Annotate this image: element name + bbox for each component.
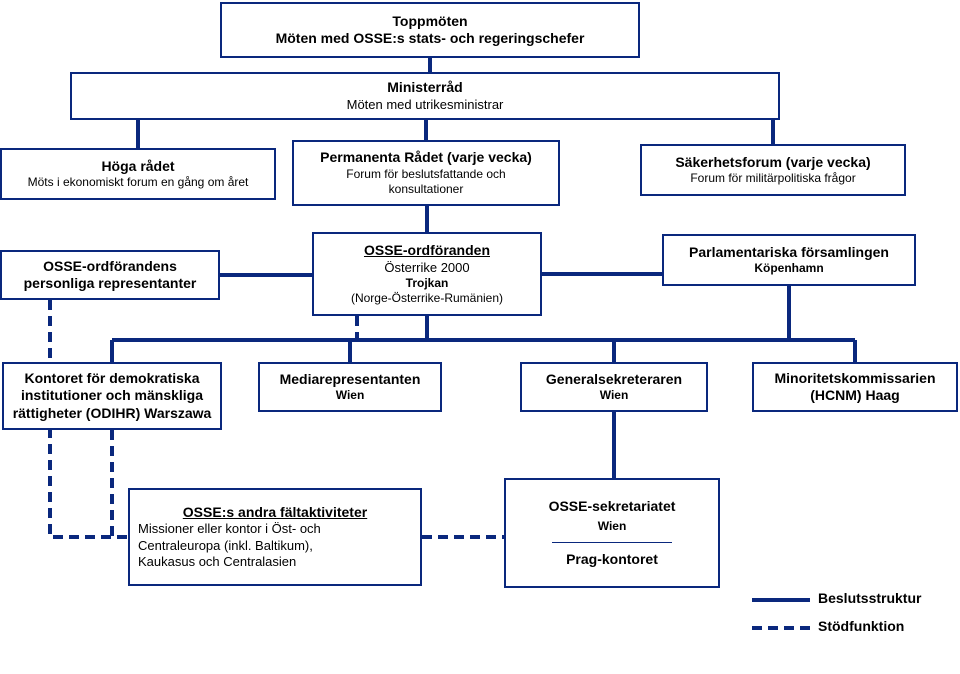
- media-sub: Wien: [336, 388, 365, 403]
- odihr-l3: rättigheter (ODIHR) Warszawa: [13, 405, 212, 423]
- hograd-box: Höga rådet Möts i ekonomiskt forum en gå…: [0, 148, 276, 200]
- ordpers-l2: personliga representanter: [24, 275, 197, 293]
- sekr-title: OSSE-sekretariatet: [549, 498, 676, 516]
- permrad-sub2: konsultationer: [389, 182, 464, 197]
- legend-solid-line: [752, 598, 810, 602]
- hograd-sub: Möts i ekonomiskt forum en gång om året: [28, 175, 249, 190]
- toppmoten-title: Toppmöten: [392, 13, 467, 31]
- hograd-title: Höga rådet: [101, 158, 174, 176]
- media-title: Mediarepresentanten: [280, 371, 421, 389]
- sekr-box: OSSE-sekretariatet Wien Prag-kontoret: [504, 478, 720, 588]
- media-box: Mediarepresentanten Wien: [258, 362, 442, 412]
- falt-l4: Kaukasus och Centralasien: [138, 554, 296, 570]
- legend-solid-label: Beslutsstruktur: [818, 590, 921, 606]
- falt-l2: Missioner eller kontor i Öst- och: [138, 521, 321, 537]
- legend-dashed-label: Stödfunktion: [818, 618, 904, 634]
- parl-box: Parlamentariska församlingen Köpenhamn: [662, 234, 916, 286]
- ministerrad-sub: Möten med utrikesministrar: [347, 97, 504, 113]
- toppmoten-sub: Möten med OSSE:s stats- och regeringsche…: [276, 30, 585, 48]
- ordf-l4: (Norge-Österrike-Rumänien): [351, 291, 503, 306]
- gensek-sub: Wien: [600, 388, 629, 403]
- toppmoten-box: Toppmöten Möten med OSSE:s stats- och re…: [220, 2, 640, 58]
- ordpers-box: OSSE-ordförandens personliga representan…: [0, 250, 220, 300]
- parl-title: Parlamentariska församlingen: [689, 244, 889, 262]
- odihr-l1: Kontoret för demokratiska: [24, 370, 199, 388]
- hcnm-box: Minoritetskommissarien (HCNM) Haag: [752, 362, 958, 412]
- falt-box: OSSE:s andra fältaktiviteter Missioner e…: [128, 488, 422, 586]
- gensek-title: Generalsekreteraren: [546, 371, 682, 389]
- hcnm-title: Minoritetskommissarien: [774, 370, 935, 388]
- odihr-l2: institutioner och mänskliga: [21, 387, 203, 405]
- odihr-box: Kontoret för demokratiska institutioner …: [2, 362, 222, 430]
- ministerrad-title: Ministerråd: [387, 79, 462, 97]
- permrad-sub1: Forum för beslutsfattande och: [346, 167, 505, 182]
- permrad-box: Permanenta Rådet (varje vecka) Forum för…: [292, 140, 560, 206]
- sakforum-title: Säkerhetsforum (varje vecka): [675, 154, 870, 172]
- permrad-title: Permanenta Rådet (varje vecka): [320, 149, 532, 167]
- gensek-box: Generalsekreteraren Wien: [520, 362, 708, 412]
- sekr-l3: Prag-kontoret: [566, 551, 658, 569]
- ordf-l3: Trojkan: [406, 276, 449, 291]
- sakforum-box: Säkerhetsforum (varje vecka) Forum för m…: [640, 144, 906, 196]
- ordpers-l1: OSSE-ordförandens: [43, 258, 177, 276]
- ordf-l2: Österrike 2000: [384, 260, 469, 276]
- hcnm-sub: (HCNM) Haag: [810, 387, 899, 405]
- sekr-divider: [552, 542, 672, 543]
- parl-sub: Köpenhamn: [754, 261, 823, 276]
- sekr-l2: Wien: [598, 519, 627, 534]
- ministerrad-box: Ministerråd Möten med utrikesministrar: [70, 72, 780, 120]
- ordf-title: OSSE-ordföranden: [364, 242, 490, 260]
- falt-l3: Centraleuropa (inkl. Baltikum),: [138, 538, 313, 554]
- falt-title: OSSE:s andra fältaktiviteter: [138, 504, 412, 522]
- legend-dashed-line: [752, 624, 810, 632]
- sakforum-sub: Forum för militärpolitiska frågor: [690, 171, 855, 186]
- ordf-box: OSSE-ordföranden Österrike 2000 Trojkan …: [312, 232, 542, 316]
